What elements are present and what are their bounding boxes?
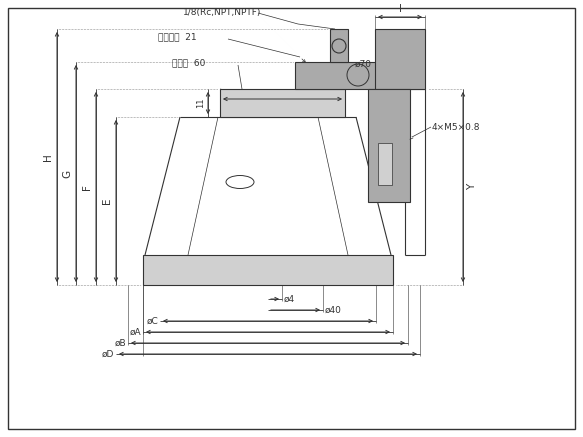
Bar	[375, 29, 425, 89]
Text: 4×M5×0.8: 4×M5×0.8	[432, 122, 480, 132]
Text: G: G	[62, 170, 72, 177]
Text: H: H	[43, 153, 53, 161]
Text: F: F	[82, 184, 92, 190]
Text: 六角対辺  21: 六角対辺 21	[158, 32, 196, 42]
Text: ø40: ø40	[325, 305, 342, 315]
Bar	[295, 62, 380, 89]
Text: øB: øB	[114, 339, 126, 347]
Bar	[330, 29, 348, 62]
Text: 二面幅  60: 二面幅 60	[172, 59, 205, 67]
Bar	[143, 255, 393, 285]
Bar	[378, 143, 392, 185]
Text: ø4: ø4	[284, 295, 295, 304]
Text: E: E	[102, 198, 112, 204]
Ellipse shape	[226, 176, 254, 188]
Text: ø70: ø70	[355, 59, 372, 69]
Text: 1/8(Rc,NPT,NPTF): 1/8(Rc,NPT,NPTF)	[183, 7, 261, 17]
Text: øA: øA	[129, 327, 141, 336]
Text: 11: 11	[196, 98, 205, 108]
Bar	[368, 89, 410, 202]
Text: I: I	[399, 4, 402, 14]
Text: øC: øC	[146, 316, 158, 326]
Bar	[220, 89, 345, 117]
Text: Y: Y	[467, 184, 477, 190]
Text: øD: øD	[101, 350, 114, 358]
